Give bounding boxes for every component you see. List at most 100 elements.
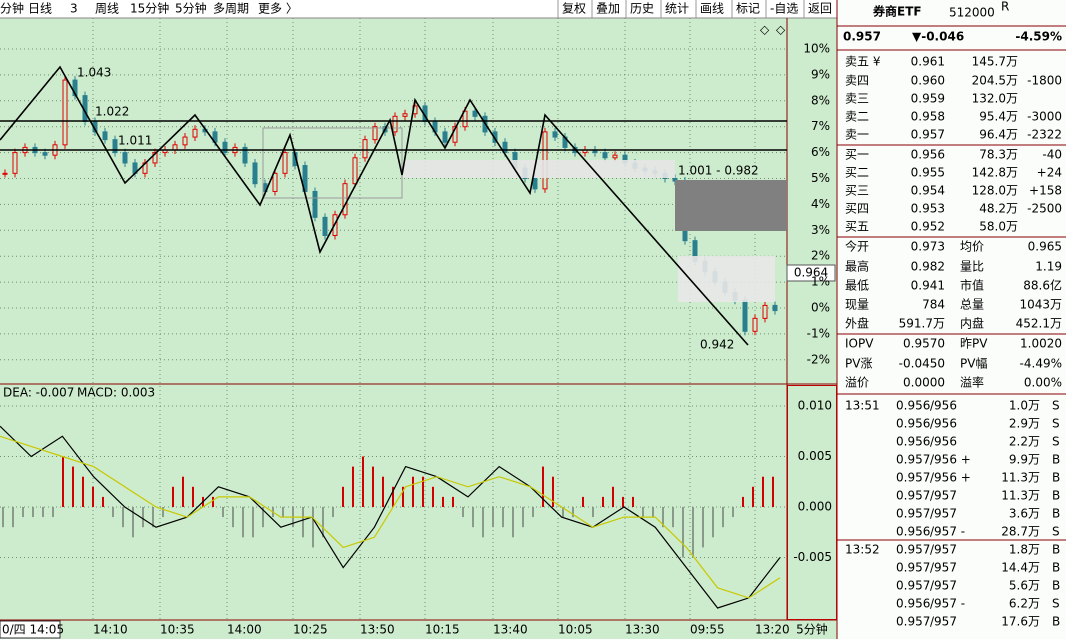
trade-side: B: [1052, 489, 1060, 503]
icon[interactable]: ◇: [760, 23, 770, 37]
candle: [752, 317, 758, 332]
trade-bid: /956 +: [930, 453, 971, 467]
y-tick-label: 0%: [811, 301, 830, 315]
trade-bid: /957: [930, 543, 957, 557]
security-name: 券商ETF: [872, 4, 922, 19]
candle: [742, 299, 748, 332]
y-tick-label: 3%: [811, 223, 830, 237]
last-price-label: 0.964: [794, 266, 828, 280]
stat-value: 1.0020: [1020, 337, 1062, 351]
stat-value: 0.941: [911, 279, 945, 293]
trade-volume: 11.3万: [1001, 489, 1040, 503]
candle: [532, 178, 538, 190]
toolbar-button[interactable]: 复权: [562, 2, 586, 16]
book-label: 买一: [845, 148, 869, 162]
x-tick-label: 0/四 14:05: [2, 623, 64, 637]
toolbar-button[interactable]: -自选: [770, 2, 798, 16]
candle: [342, 183, 348, 216]
toolbar-item[interactable]: 15分钟: [130, 1, 169, 16]
macd-axis-frame: [787, 385, 837, 620]
wave-line: [0, 65, 749, 346]
price-annotation: 1.043: [77, 66, 111, 80]
trade-volume: 3.6万: [1009, 507, 1040, 521]
trade-bid: /956: [930, 417, 957, 431]
y-tick-label: 10%: [803, 42, 830, 56]
price-annotation: 0.942: [700, 338, 734, 352]
icon[interactable]: ◇: [776, 23, 786, 37]
stat-value: -0.0450: [899, 357, 945, 371]
stat-label: PV幅: [960, 356, 987, 371]
x-tick-label: 10:05: [558, 623, 593, 637]
book-price: 0.958: [911, 110, 945, 124]
toolbar-item[interactable]: 多周期: [213, 2, 249, 16]
trade-bid: /957: [930, 579, 957, 593]
trade-bid: /957 -: [930, 597, 965, 611]
toolbar-button[interactable]: 统计: [665, 2, 689, 16]
x-tick-label: 14:00: [227, 623, 262, 637]
stat-value: 0.973: [911, 240, 945, 254]
candle: [472, 110, 478, 117]
quote-change-pct: -4.59%: [1015, 30, 1062, 44]
toolbar-item[interactable]: 周线: [95, 2, 119, 16]
trade-time: 13:52: [845, 543, 880, 557]
trade-side: S: [1052, 525, 1060, 539]
toolbar-button[interactable]: 标记: [736, 2, 760, 16]
trade-price: 0.957: [896, 561, 930, 575]
book-change: -3000: [1027, 110, 1062, 124]
candle: [312, 190, 318, 218]
trade-price: 0.956: [896, 399, 930, 413]
trade-price: 0.956: [896, 525, 930, 539]
y-tick-label: 2%: [811, 249, 830, 263]
book-price: 0.960: [911, 74, 945, 88]
trade-bid: /956: [930, 435, 957, 449]
book-volume: 128.0万: [972, 184, 1018, 198]
toolbar-button[interactable]: 历史: [630, 2, 654, 16]
stat-label: 今开: [845, 239, 869, 254]
stat-label: 外盘: [845, 316, 869, 331]
stat-value: 0.982: [911, 260, 945, 274]
stat-value: 0.965: [1028, 240, 1062, 254]
trade-bid: /957: [930, 561, 957, 575]
toolbar-item[interactable]: 分钟: [0, 1, 24, 16]
book-volume: 95.4万: [979, 110, 1018, 124]
trade-bid: /957: [930, 489, 957, 503]
book-volume: 204.5万: [972, 74, 1018, 88]
y-tick-label: -2%: [807, 352, 830, 366]
candle: [272, 172, 278, 192]
trade-side: B: [1052, 579, 1060, 593]
toolbar-button[interactable]: 画线: [700, 2, 724, 16]
book-label: 卖四: [845, 74, 869, 88]
candle: [402, 113, 408, 117]
stat-label: 溢率: [960, 375, 984, 390]
trade-side: S: [1052, 399, 1060, 413]
toolbar-item[interactable]: 更多 〉: [258, 2, 298, 16]
book-change: +24: [1037, 166, 1062, 180]
candle: [222, 141, 228, 154]
toolbar-item[interactable]: 5分钟: [175, 1, 207, 16]
y-tick-label: -0.005: [793, 550, 832, 564]
range-box: [402, 160, 675, 178]
x-tick-label: 13:50: [360, 623, 395, 637]
toolbar-item[interactable]: 3: [70, 2, 78, 16]
book-volume: 58.0万: [979, 220, 1018, 234]
book-volume: 96.4万: [979, 128, 1018, 142]
toolbar-button[interactable]: 叠加: [596, 2, 620, 16]
stat-label: 均价: [960, 240, 984, 254]
stat-label: 市值: [960, 278, 984, 293]
price-annotation: 1.011: [118, 134, 152, 148]
stat-value: 88.6亿: [1023, 278, 1062, 293]
dif-line: [0, 425, 781, 609]
trade-price: 0.956: [896, 417, 930, 431]
chart-background: [0, 0, 837, 639]
book-price: 0.954: [911, 184, 945, 198]
toolbar-button[interactable]: 返回: [808, 2, 832, 16]
trade-bid: /957 -: [930, 525, 965, 539]
toolbar-item[interactable]: 日线: [28, 2, 52, 16]
trade-side: S: [1052, 435, 1060, 449]
stat-value: 784: [922, 298, 945, 312]
trade-price: 0.957: [896, 453, 930, 467]
trade-side: S: [1052, 417, 1060, 431]
candle: [152, 152, 158, 164]
trade-bid: /957: [930, 507, 957, 521]
y-tick-label: 8%: [811, 93, 830, 107]
